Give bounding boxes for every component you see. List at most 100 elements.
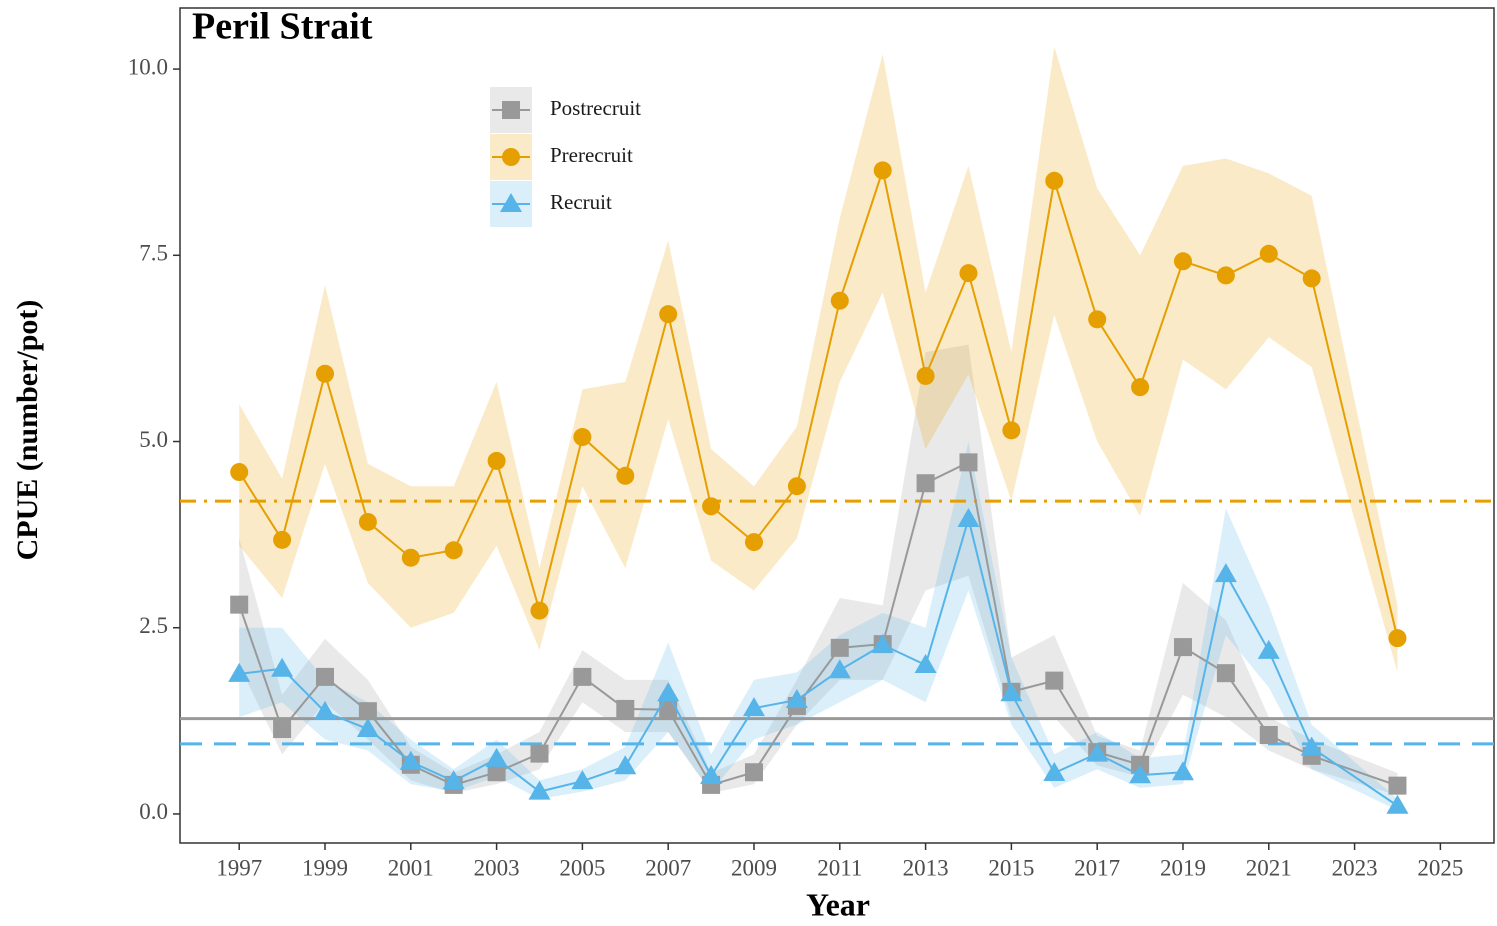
y-tick-label: 0.0 [139,799,168,824]
marker [1300,736,1323,756]
marker [573,428,592,447]
legend-label: Postrecruit [550,96,641,120]
marker [616,466,635,485]
x-tick-label: 2015 [988,855,1034,880]
marker [1216,266,1235,285]
marker [1129,764,1152,784]
marker [273,720,292,739]
marker [614,755,637,775]
y-tick-label: 7.5 [139,241,168,266]
marker [785,688,808,708]
marker [571,770,594,790]
x-tick-label: 2017 [1074,855,1120,880]
marker [830,291,849,310]
legend-marker [502,101,520,119]
x-tick-label: 1999 [302,855,348,880]
marker [659,700,678,719]
x-tick-label: 2011 [817,855,862,880]
marker [1386,794,1409,814]
marker [1173,252,1192,271]
marker [230,463,249,482]
marker [657,682,680,702]
x-tick-label: 2001 [388,855,434,880]
legend-marker [500,193,522,212]
marker [616,699,635,718]
chart-title: Peril Strait [192,6,373,48]
x-tick-label: 2007 [645,855,691,880]
marker [271,657,294,677]
marker [916,366,935,385]
marker [1257,639,1280,659]
marker [315,667,334,686]
marker [1171,761,1194,781]
marker [485,747,508,767]
marker [700,764,723,784]
marker [358,702,377,721]
marker [444,541,463,560]
marker [1302,269,1321,288]
x-tick-label: 2023 [1332,855,1378,880]
marker [530,744,549,763]
marker [1043,761,1066,781]
marker [358,512,377,531]
legend-marker [502,148,520,166]
confidence-band [239,46,1398,673]
x-tick-label: 2021 [1246,855,1292,880]
marker [1173,638,1192,657]
x-tick-label: 2009 [731,855,777,880]
x-tick-label: 2005 [559,855,605,880]
marker [530,601,549,620]
marker [356,718,379,738]
marker [230,595,249,614]
marker [1388,776,1407,795]
y-tick-label: 5.0 [139,427,168,452]
x-tick-label: 2013 [903,855,949,880]
marker [1045,171,1064,190]
marker [744,763,763,782]
marker [1259,725,1278,744]
marker [442,770,465,790]
x-tick-label: 2025 [1417,855,1463,880]
marker [742,697,765,717]
marker [1388,629,1407,648]
marker [1259,244,1278,263]
marker [959,264,978,283]
y-axis-label: CPUE (number/pot) [11,300,44,561]
marker [487,451,506,470]
marker [313,700,336,720]
x-tick-label: 2019 [1160,855,1206,880]
marker [959,453,978,472]
plot-area [179,7,1495,844]
y-tick-label: 2.5 [139,613,168,638]
marker [1216,664,1235,683]
marker [873,161,892,180]
marker [744,533,763,552]
marker [1088,310,1107,329]
marker [916,474,935,493]
confidence-band [239,344,1398,796]
marker [871,633,894,653]
marker [787,477,806,496]
marker [828,659,851,679]
marker [1000,682,1023,702]
marker [228,662,251,682]
marker [1045,671,1064,690]
marker [1002,421,1021,440]
marker [702,497,721,516]
marker [1131,378,1150,397]
x-tick-label: 2003 [474,855,520,880]
x-axis-label: Year [806,886,870,922]
marker [273,530,292,549]
marker [315,364,334,383]
marker [914,653,937,673]
marker [830,638,849,657]
y-tick-label: 10.0 [128,54,168,79]
marker [659,305,678,324]
marker [487,763,506,782]
legend-label: Recruit [550,190,612,214]
marker [1086,742,1109,762]
marker [1214,563,1237,583]
marker [401,548,420,567]
marker [573,667,592,686]
